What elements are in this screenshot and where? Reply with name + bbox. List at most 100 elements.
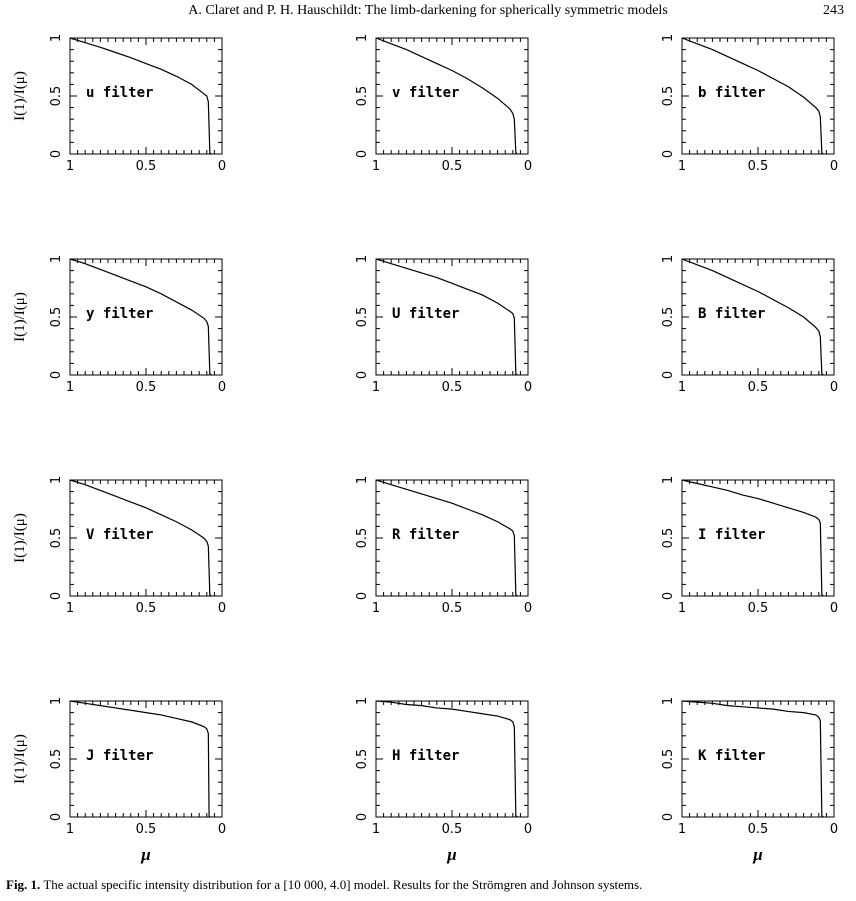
y-tick-label: 0 (355, 371, 370, 379)
x-tick-label: 1 (372, 380, 380, 395)
y-tick-label: 0 (49, 371, 64, 379)
x-axis-label: μ (446, 845, 456, 864)
x-tick-label: 1 (678, 159, 686, 174)
filter-label: B filter (698, 306, 765, 322)
x-tick-label: 0.5 (748, 159, 769, 174)
intensity-curve (69, 479, 212, 597)
y-tick-label: 1 (49, 255, 64, 263)
filter-label: K filter (698, 748, 765, 764)
x-tick-label: 0.5 (748, 822, 769, 837)
x-tick-label: 0.5 (442, 601, 463, 616)
x-tick-label: 1 (66, 380, 74, 395)
x-tick-label: 1 (372, 601, 380, 616)
chart-panel: 1 0.5 0 0 0.5 1 B filter (661, 255, 838, 395)
y-tick-label: 0 (355, 592, 370, 600)
intensity-curve (681, 37, 824, 155)
x-axis-label: μ (752, 845, 762, 864)
filter-label: b filter (698, 85, 765, 101)
x-tick-label: 0 (218, 159, 226, 174)
chart-panel: 1 0.5 0 0 0.5 1 I filter (661, 476, 838, 616)
y-tick-label: 1 (661, 34, 676, 42)
x-tick-label: 0 (218, 601, 226, 616)
x-tick-label: 0 (830, 601, 838, 616)
y-tick-label: 1 (661, 255, 676, 263)
x-tick-label: 0 (524, 601, 532, 616)
y-tick-label: 0.5 (661, 528, 676, 549)
intensity-curve (375, 258, 518, 376)
filter-label: R filter (392, 527, 459, 543)
caption-text: The actual specific intensity distributi… (43, 877, 643, 892)
y-tick-label: 0.5 (355, 307, 370, 328)
chart-panel: 1 0.5 0 0 0.5 1 u filter I(1)/I(μ) (12, 34, 226, 174)
y-tick-label: 1 (661, 697, 676, 705)
y-tick-label: 0.5 (661, 86, 676, 107)
filter-label: U filter (392, 306, 459, 322)
y-tick-label: 1 (355, 476, 370, 484)
x-tick-label: 1 (66, 822, 74, 837)
chart-panel: 1 0.5 0 0 0.5 1 b filter (661, 34, 838, 174)
y-tick-label: 0 (49, 813, 64, 821)
x-tick-label: 0 (524, 380, 532, 395)
chart-panel: 1 0.5 0 0 0.5 1 H filter μ (355, 697, 532, 864)
chart-panel: 1 0.5 0 0 0.5 1 R filter (355, 476, 532, 616)
y-axis-label: I(1)/I(μ) (12, 71, 28, 121)
x-tick-label: 1 (372, 822, 380, 837)
x-tick-label: 1 (66, 159, 74, 174)
running-head: A. Claret and P. H. Hauschildt: The limb… (0, 3, 856, 23)
x-tick-label: 0 (218, 822, 226, 837)
y-tick-label: 0 (355, 813, 370, 821)
x-tick-label: 0 (830, 159, 838, 174)
y-tick-label: 0 (661, 150, 676, 158)
x-tick-label: 1 (678, 601, 686, 616)
y-tick-label: 1 (49, 697, 64, 705)
filter-label: H filter (392, 748, 459, 764)
chart-panel: 1 0.5 0 0 0.5 1 U filter (355, 255, 532, 395)
chart-panel: 1 0.5 0 0 0.5 1 y filter I(1)/I(μ) (12, 255, 226, 395)
x-tick-label: 0 (218, 380, 226, 395)
filter-label: v filter (392, 85, 459, 101)
intensity-curve (375, 700, 518, 818)
y-tick-label: 0 (49, 592, 64, 600)
y-tick-label: 0.5 (49, 307, 64, 328)
filter-label: y filter (86, 306, 153, 322)
x-tick-label: 1 (372, 159, 380, 174)
y-tick-label: 0 (355, 150, 370, 158)
x-tick-label: 0 (524, 822, 532, 837)
intensity-curve (375, 37, 518, 155)
chart-panel: 1 0.5 0 0 0.5 1 v filter (355, 34, 532, 174)
intensity-curve (69, 700, 211, 818)
x-tick-label: 0 (830, 380, 838, 395)
y-tick-label: 0.5 (355, 528, 370, 549)
y-tick-label: 0.5 (661, 749, 676, 770)
y-tick-label: 1 (355, 255, 370, 263)
figure-caption: Fig. 1. The actual specific intensity di… (6, 877, 846, 893)
y-tick-label: 0.5 (49, 528, 64, 549)
intensity-curve (681, 479, 824, 597)
x-tick-label: 0.5 (136, 159, 157, 174)
y-axis-label: I(1)/I(μ) (12, 292, 28, 342)
chart-panel: 1 0.5 0 0 0.5 1 J filter I(1)/I(μ) μ (12, 697, 226, 864)
filter-label: V filter (86, 527, 153, 543)
y-tick-label: 0.5 (49, 749, 64, 770)
x-tick-label: 0.5 (136, 822, 157, 837)
y-tick-label: 1 (49, 34, 64, 42)
y-tick-label: 1 (49, 476, 64, 484)
y-tick-label: 0 (661, 813, 676, 821)
intensity-curve (681, 258, 824, 376)
chart-panel: 1 0.5 0 0 0.5 1 V filter I(1)/I(μ) (12, 476, 226, 616)
x-tick-label: 0.5 (748, 380, 769, 395)
y-tick-label: 1 (355, 34, 370, 42)
intensity-curve (69, 258, 212, 376)
chart-panel: 1 0.5 0 0 0.5 1 K filter μ (661, 697, 838, 864)
x-tick-label: 0.5 (748, 601, 769, 616)
y-tick-label: 0.5 (355, 749, 370, 770)
y-tick-label: 0.5 (661, 307, 676, 328)
filter-label: J filter (86, 748, 153, 764)
filter-label: u filter (86, 85, 153, 101)
x-tick-label: 0.5 (442, 822, 463, 837)
running-title: A. Claret and P. H. Hauschildt: The limb… (188, 3, 668, 18)
y-tick-label: 0 (49, 150, 64, 158)
y-tick-label: 1 (661, 476, 676, 484)
y-tick-label: 0.5 (355, 86, 370, 107)
y-tick-label: 0 (661, 592, 676, 600)
